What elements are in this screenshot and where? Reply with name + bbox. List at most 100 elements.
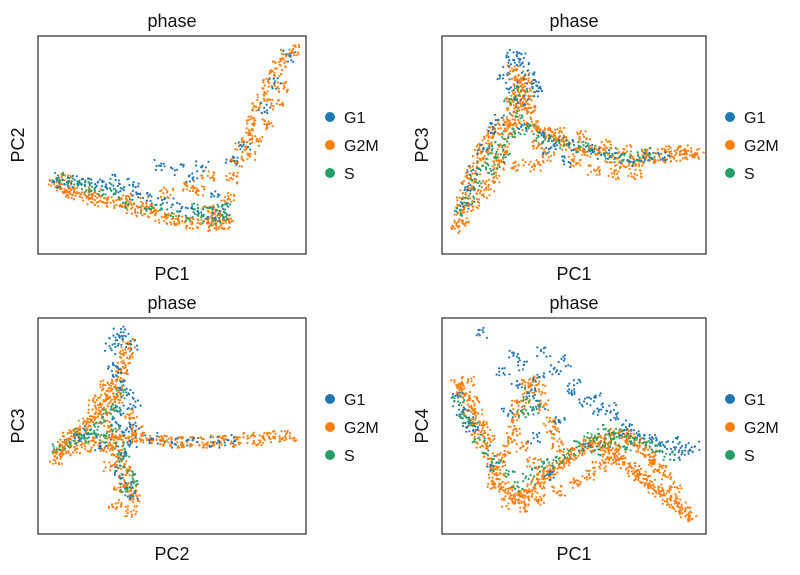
data-point [521,494,524,497]
data-point [107,383,111,386]
data-point [690,511,693,514]
data-point [188,189,191,193]
data-point [122,380,125,383]
data-point [604,149,607,152]
data-point [530,99,533,102]
data-point [519,105,522,108]
data-point [593,150,596,153]
data-point [252,439,255,442]
data-point [540,133,543,136]
data-point [206,174,209,177]
data-point [606,157,610,160]
data-point [128,197,131,201]
data-point [662,494,665,497]
data-point [602,153,605,156]
data-point [191,222,194,225]
data-point [512,130,515,133]
data-point [571,159,574,163]
data-point [553,153,556,156]
data-point [494,123,497,126]
data-point [272,74,275,77]
data-point [266,112,269,115]
data-point [460,201,463,204]
data-point [285,438,288,441]
data-point [159,190,162,193]
data-point [569,166,572,169]
data-point [188,218,191,221]
data-point [476,152,479,155]
data-point [116,184,119,188]
data-point [476,442,479,445]
data-point [550,432,553,435]
data-point [279,64,282,67]
data-point [563,141,566,144]
data-point [483,135,486,138]
data-point [128,357,131,360]
data-point [561,155,564,158]
data-point [59,455,62,458]
data-point [108,420,111,424]
data-point [290,59,293,62]
data-point [684,507,687,510]
data-point [654,159,657,162]
data-point [464,191,467,195]
data-point [99,420,102,423]
data-point [132,181,135,184]
data-point [688,514,691,517]
data-point [226,227,230,230]
data-point [118,474,121,477]
data-point [121,204,124,207]
data-point [512,124,515,127]
data-point [213,212,216,215]
data-point [117,501,120,504]
data-point [265,103,268,106]
data-point [485,134,488,137]
data-point [131,183,134,186]
data-point [533,104,537,107]
data-point [230,200,233,203]
data-point [226,438,229,442]
data-point [502,114,505,117]
data-point [110,378,113,381]
data-point [674,154,677,157]
data-point [502,472,505,475]
data-point [104,201,107,204]
data-point [247,145,250,149]
data-point [645,478,648,481]
data-point [125,370,128,373]
data-point [185,216,188,219]
data-point [528,81,531,84]
data-point [142,202,145,205]
data-point [602,148,605,152]
data-point [679,159,682,162]
data-point [88,415,91,418]
data-point [248,155,252,158]
data-point [174,222,177,225]
data-point [513,161,516,165]
data-point [114,192,117,196]
data-point [516,412,519,415]
data-point [594,153,597,156]
data-point [546,477,549,480]
data-point [99,449,102,453]
data-point [132,185,135,188]
data-point [202,443,205,446]
data-point [200,211,203,214]
data-point [491,147,494,150]
data-point [495,454,498,457]
data-point [549,147,552,150]
data-point [83,437,86,440]
data-point [474,169,477,172]
data-point [245,127,248,130]
data-point [511,135,514,138]
data-point [113,342,116,345]
data-point [122,455,125,458]
data-point [526,87,529,90]
data-point [69,187,72,190]
data-point [200,185,204,188]
data-point [143,431,146,434]
data-point [228,172,231,175]
data-point [509,492,512,495]
data-point [191,216,194,219]
data-point [126,508,129,511]
